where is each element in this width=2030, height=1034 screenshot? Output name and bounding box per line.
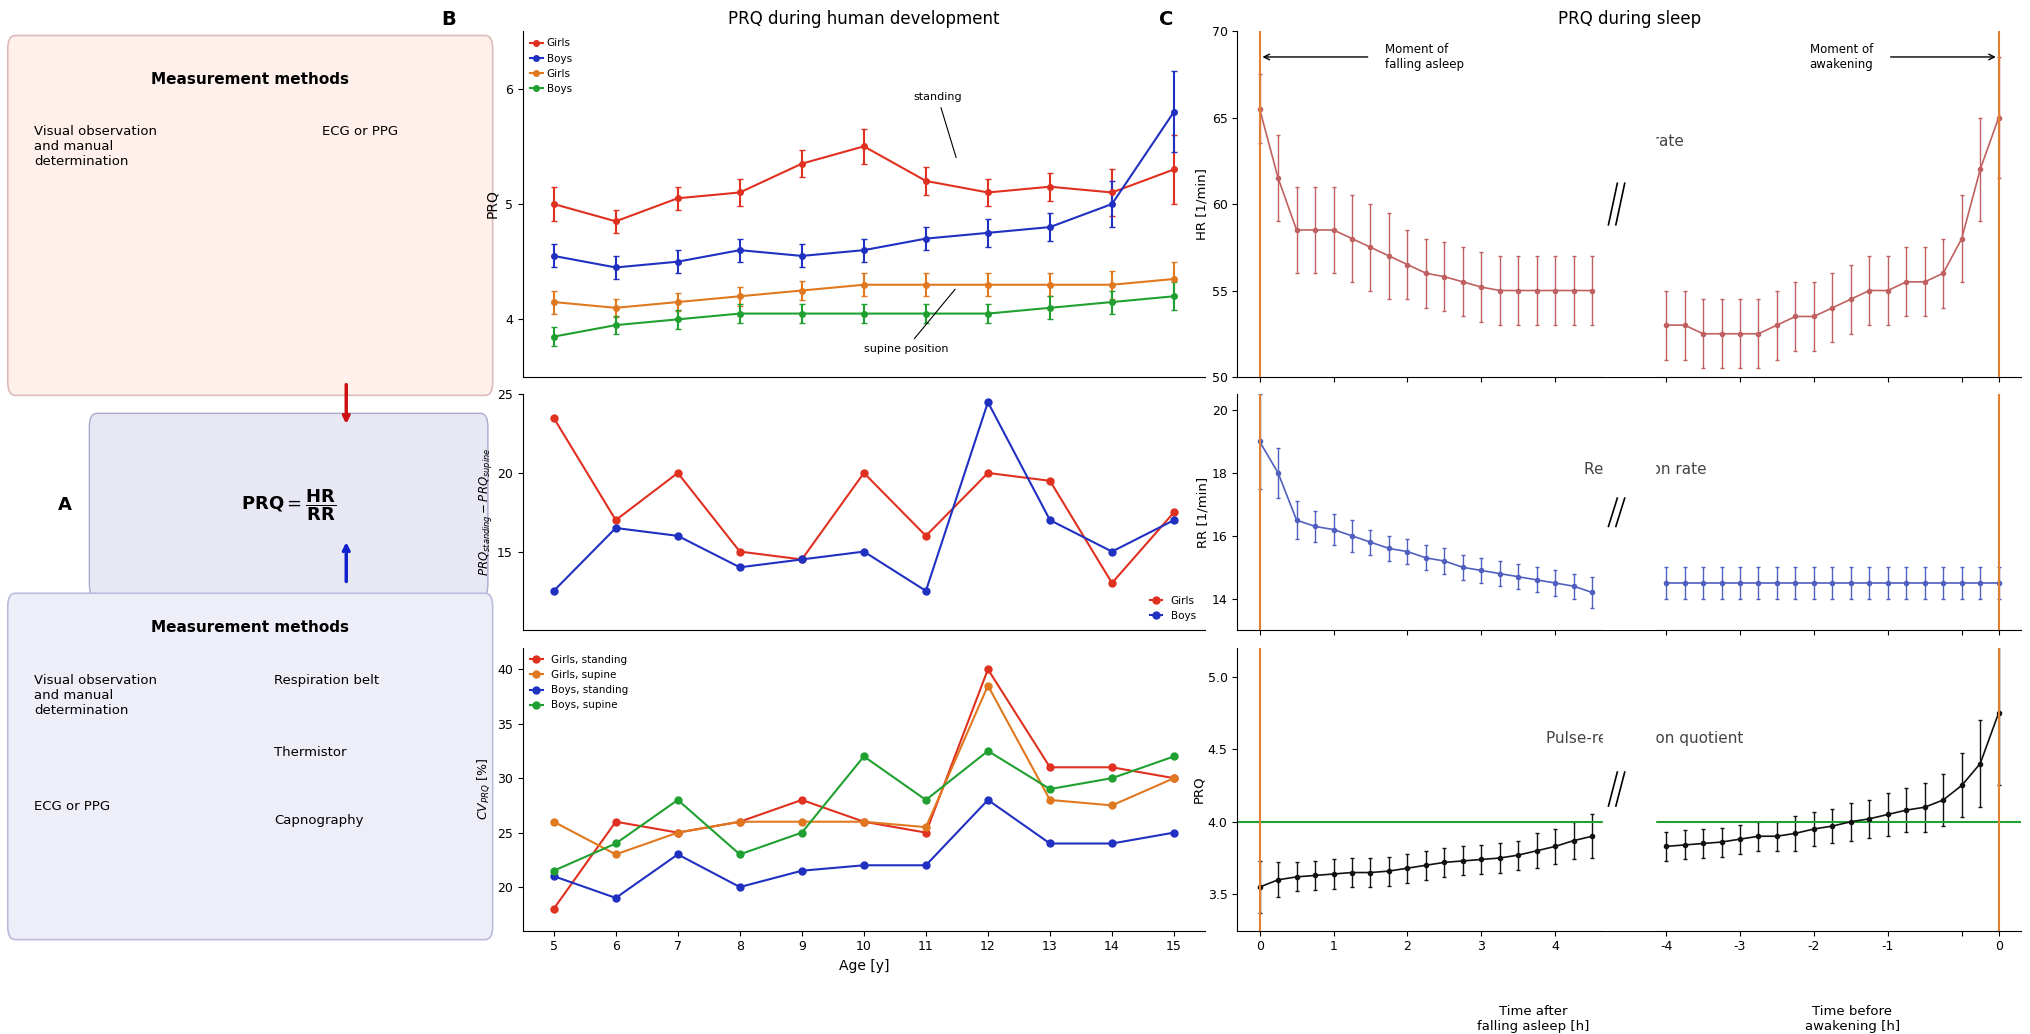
- Bar: [1602, 647, 1654, 931]
- Girls, standing: [603, 816, 627, 828]
- Boys, standing: [1161, 826, 1186, 839]
- Girls, standing: [727, 816, 751, 828]
- Boys, standing: [666, 848, 690, 860]
- Boys, standing: [851, 859, 875, 872]
- Girls, supine: [727, 816, 751, 828]
- Text: A: A: [59, 496, 71, 514]
- Boys, supine: [974, 744, 999, 757]
- Text: Thermistor: Thermistor: [274, 747, 347, 759]
- Girls, supine: [603, 848, 627, 860]
- Y-axis label: $CV_{PRQ}$ [%]: $CV_{PRQ}$ [%]: [475, 758, 491, 820]
- Girls, supine: [974, 679, 999, 692]
- Boys, standing: [603, 891, 627, 904]
- Girls, standing: [542, 903, 566, 915]
- Text: supine position: supine position: [863, 290, 954, 354]
- FancyBboxPatch shape: [8, 594, 493, 940]
- Girls, standing: [851, 816, 875, 828]
- Text: B: B: [441, 10, 455, 29]
- Girls, supine: [666, 826, 690, 839]
- Boys, supine: [914, 794, 938, 807]
- Title: PRQ during sleep: PRQ during sleep: [1557, 10, 1699, 28]
- Boys, supine: [1100, 772, 1125, 785]
- FancyBboxPatch shape: [8, 35, 493, 395]
- Bar: [1602, 394, 1654, 630]
- Girls, supine: [1100, 799, 1125, 812]
- Y-axis label: PRQ: PRQ: [1192, 776, 1204, 802]
- Text: Measurement methods: Measurement methods: [150, 71, 349, 87]
- FancyBboxPatch shape: [89, 414, 487, 598]
- Boys, standing: [727, 881, 751, 893]
- Text: Respiration rate: Respiration rate: [1583, 462, 1705, 478]
- Legend: Girls, Boys, Girls, Boys: Girls, Boys, Girls, Boys: [528, 36, 574, 96]
- Line: Boys, supine: Boys, supine: [550, 748, 1177, 874]
- Text: Measurement methods: Measurement methods: [150, 620, 349, 635]
- Text: Time before
awakening [h]: Time before awakening [h]: [1805, 1005, 1898, 1033]
- Text: Time after
falling asleep [h]: Time after falling asleep [h]: [1476, 1005, 1589, 1033]
- Boys, supine: [603, 838, 627, 850]
- Girls, standing: [790, 794, 814, 807]
- Text: Moment of
awakening: Moment of awakening: [1809, 43, 1872, 71]
- Girls, supine: [1037, 794, 1062, 807]
- Girls, standing: [914, 826, 938, 839]
- Boys, standing: [542, 870, 566, 882]
- Text: ECG or PPG: ECG or PPG: [323, 125, 398, 139]
- Girls, standing: [1100, 761, 1125, 773]
- Bar: [1602, 31, 1654, 377]
- Boys, standing: [1037, 838, 1062, 850]
- Girls, standing: [974, 663, 999, 675]
- Text: Pulse-respiration quotient: Pulse-respiration quotient: [1545, 731, 1742, 746]
- Girls, supine: [790, 816, 814, 828]
- Y-axis label: RR [1/min]: RR [1/min]: [1196, 477, 1208, 548]
- Y-axis label: $PRQ_{standing} - PRQ_{supine}$: $PRQ_{standing} - PRQ_{supine}$: [477, 448, 493, 577]
- Boys, standing: [1100, 838, 1125, 850]
- Text: Respiration belt: Respiration belt: [274, 674, 380, 688]
- Girls, supine: [542, 816, 566, 828]
- Text: Moment of
falling asleep: Moment of falling asleep: [1384, 43, 1464, 71]
- Girls, supine: [914, 821, 938, 833]
- Legend: Girls, standing, Girls, supine, Boys, standing, Boys, supine: Girls, standing, Girls, supine, Boys, st…: [528, 652, 629, 712]
- Text: Visual observation
and manual
determination: Visual observation and manual determinat…: [35, 674, 156, 718]
- Girls, standing: [666, 826, 690, 839]
- Boys, supine: [666, 794, 690, 807]
- Girls, supine: [1161, 772, 1186, 785]
- Text: ECG or PPG: ECG or PPG: [35, 800, 110, 813]
- Text: Capnography: Capnography: [274, 814, 363, 826]
- Legend: Girls, Boys: Girls, Boys: [1145, 591, 1200, 625]
- Boys, supine: [851, 751, 875, 763]
- Title: PRQ during human development: PRQ during human development: [729, 10, 999, 28]
- Line: Girls, supine: Girls, supine: [550, 682, 1177, 858]
- X-axis label: Age [y]: Age [y]: [838, 959, 889, 973]
- Y-axis label: HR [1/min]: HR [1/min]: [1196, 169, 1208, 240]
- Boys, supine: [727, 848, 751, 860]
- Girls, supine: [851, 816, 875, 828]
- Y-axis label: PRQ: PRQ: [485, 189, 499, 218]
- Text: standing: standing: [914, 92, 962, 157]
- Text: $\mathbf{PRQ} = \dfrac{\mathbf{HR}}{\mathbf{RR}}$: $\mathbf{PRQ} = \dfrac{\mathbf{HR}}{\mat…: [242, 487, 337, 523]
- Boys, standing: [790, 864, 814, 877]
- Boys, standing: [974, 794, 999, 807]
- Line: Girls, standing: Girls, standing: [550, 666, 1177, 912]
- Boys, standing: [914, 859, 938, 872]
- Girls, standing: [1161, 772, 1186, 785]
- Text: C: C: [1159, 10, 1173, 29]
- Text: Visual observation
and manual
determination: Visual observation and manual determinat…: [35, 125, 156, 169]
- Boys, supine: [1161, 751, 1186, 763]
- Boys, supine: [1037, 783, 1062, 795]
- Girls, standing: [1037, 761, 1062, 773]
- Boys, supine: [542, 864, 566, 877]
- Text: Heart rate: Heart rate: [1604, 134, 1683, 149]
- Line: Boys, standing: Boys, standing: [550, 796, 1177, 902]
- Boys, supine: [790, 826, 814, 839]
